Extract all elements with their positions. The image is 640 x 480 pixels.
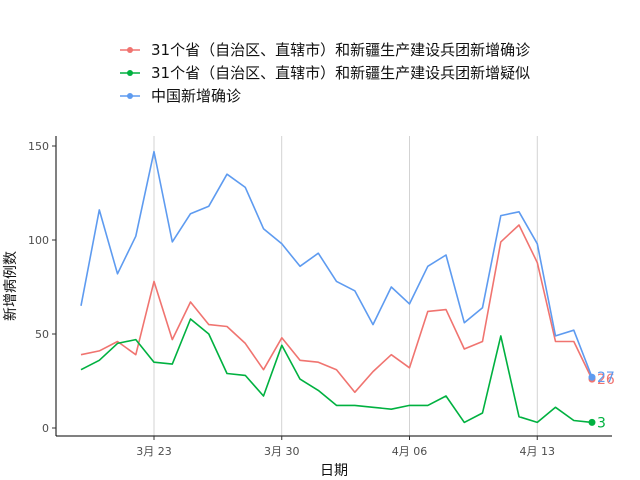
series-end-label-3: 27 [597,370,615,386]
series-layer: 26 3 27 [80,150,615,431]
y-axis-title: 新增病例数 [3,251,19,321]
series-end-point-2 [588,418,596,426]
y-tick-label: 150 [28,140,49,153]
axes: 0 50 100 150 3月 23 3月 30 4月 06 4月 13 [28,136,612,458]
x-axis-title: 日期 [320,463,348,479]
legend-label: 中国新增确诊 [151,87,241,105]
legend-label: 31个省（自治区、直辖市）和新疆生产建设兵团新增疑似 [151,64,530,82]
series-end-label-1: 26 [597,372,615,388]
grid [153,136,538,436]
y-tick-label: 100 [28,234,49,247]
legend-key-point [127,47,133,53]
y-tick-label: 0 [42,422,49,435]
legend-key-point [127,70,133,76]
y-tick-label: 50 [35,328,49,341]
legend-label: 31个省（自治区、直辖市）和新疆生产建设兵团新增确诊 [151,41,530,59]
legend-key-point [127,93,133,99]
legend-item-3: 中国新增确诊 [120,87,241,105]
x-tick-label: 4月 13 [520,445,556,458]
x-tick-label: 4月 06 [392,445,428,458]
legend-item-2: 31个省（自治区、直辖市）和新疆生产建设兵团新增疑似 [120,64,530,82]
series-end-point-3 [588,373,596,381]
series-line-2 [80,318,593,424]
series-line-1 [80,224,593,394]
series-line-3 [80,150,593,378]
series-end-label-2: 3 [597,415,606,431]
x-tick-label: 3月 23 [136,445,172,458]
x-tick-label: 3月 30 [264,445,300,458]
legend: 31个省（自治区、直辖市）和新疆生产建设兵团新增确诊 31个省（自治区、直辖市）和… [120,41,530,105]
legend-item-1: 31个省（自治区、直辖市）和新疆生产建设兵团新增确诊 [120,41,530,59]
